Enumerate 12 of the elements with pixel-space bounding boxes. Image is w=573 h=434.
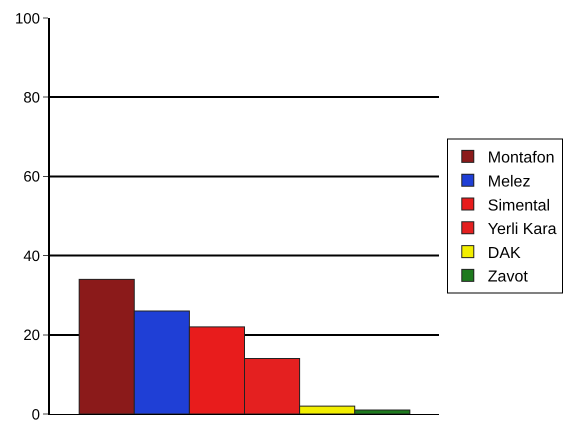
y-tick-label: 100	[14, 10, 40, 28]
y-tick-label: 60	[23, 168, 40, 186]
y-tick-label: 40	[23, 248, 40, 265]
legend-label: Simental	[488, 197, 550, 214]
y-tick-label: 0	[32, 406, 40, 424]
legend-label: DAK	[488, 244, 522, 262]
y-tick-label: 20	[23, 327, 40, 344]
legend-label: Yerli Kara	[488, 221, 557, 238]
legend-label: Montafon	[488, 150, 554, 167]
legend-label: Melez	[488, 173, 530, 190]
y-tick-label: 80	[23, 89, 40, 106]
legend-label: Zavot	[488, 268, 528, 286]
